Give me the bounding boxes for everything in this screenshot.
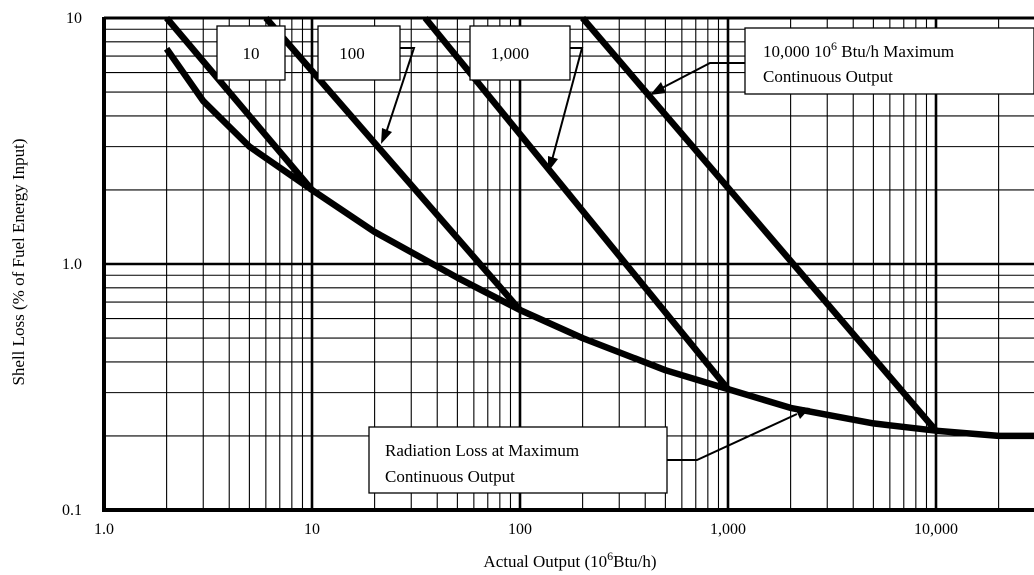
annotation-100: 100 [317, 25, 416, 144]
y-tick-label: 0.1 [62, 502, 82, 519]
x-tick-label: 100 [508, 521, 532, 538]
annotation-radiation-loss: Radiation Loss at Maximum Continuous Out… [368, 406, 810, 494]
x-axis-title: Actual Output (106Btu/h) [483, 549, 656, 571]
y-tick-label: 1.0 [62, 256, 82, 273]
annotation-10000-line2: Continuous Output [763, 67, 893, 86]
series-line-1 [263, 15, 523, 313]
x-tick-label: 10,000 [914, 521, 958, 538]
plot-frame [102, 16, 1034, 512]
annotation-100-arrow [385, 47, 416, 134]
annotation-1000-arrow [551, 47, 584, 161]
series-line-0 [164, 15, 315, 192]
annotation-radiation-line1: Radiation Loss at Maximum [385, 441, 579, 460]
annotation-1000: 1,000 [469, 25, 584, 172]
x-tick-label: 1,000 [710, 521, 746, 538]
y-axis-title: Shell Loss (% of Fuel Energy Input) [9, 138, 28, 385]
x-tick-label: 1.0 [94, 521, 114, 538]
annotation-10000-arrow [661, 62, 745, 89]
series-line-3 [580, 15, 939, 433]
annotation-100-label: 100 [339, 44, 365, 63]
annotation-10000-line1: 10,000 106 Btu/h Maximum [763, 39, 954, 61]
annotation-10000: 10,000 106 Btu/h Maximum Continuous Outp… [650, 27, 1034, 95]
tick-labels: 1.0 10 100 1,000 10,000 0.1 1.0 10 [62, 10, 958, 538]
annotation-radiation-line2: Continuous Output [385, 467, 515, 486]
x-tick-label: 10 [304, 521, 320, 538]
series-line-4 [163, 46, 1034, 440]
annotation-10-label: 10 [243, 44, 260, 63]
annotation-radiation-arrow [667, 413, 798, 461]
annotation-10: 10 [216, 25, 286, 81]
y-tick-label: 10 [66, 10, 82, 27]
annotation-1000-label: 1,000 [491, 44, 529, 63]
